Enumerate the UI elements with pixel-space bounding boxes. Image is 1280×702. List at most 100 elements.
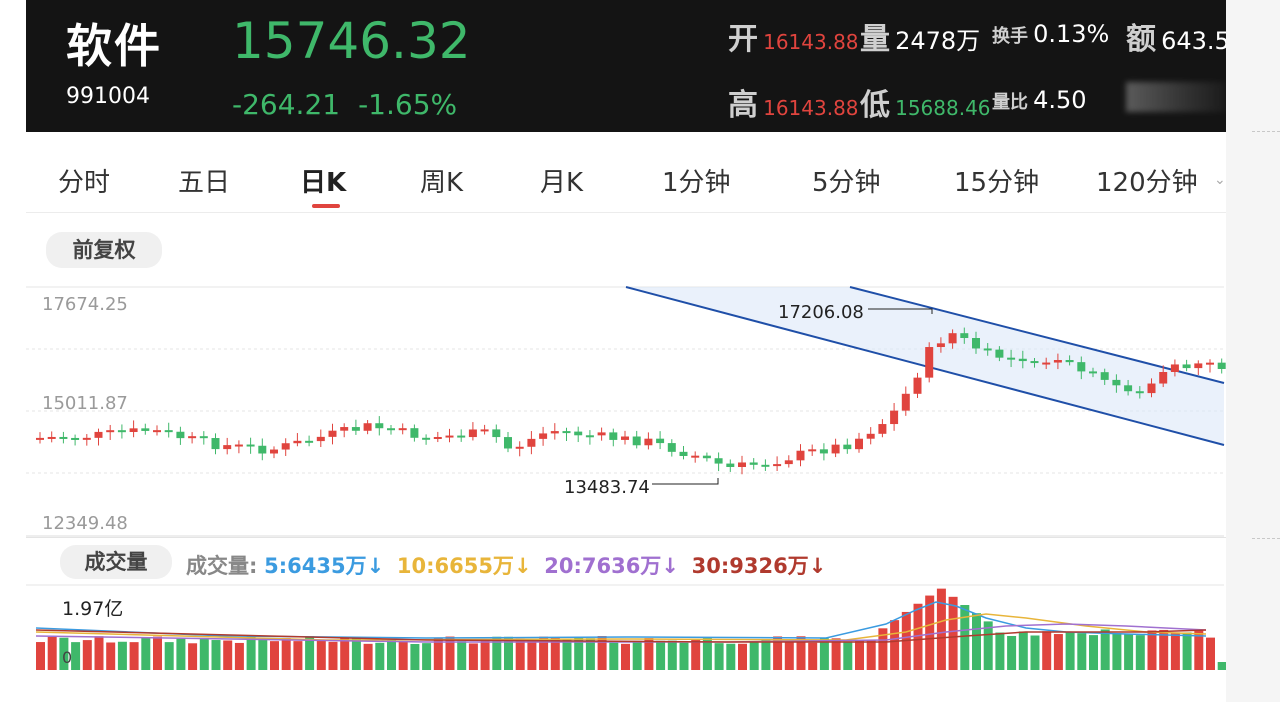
- stat-volume-ratio: 量比 4.50: [992, 86, 1087, 114]
- tab-monthly-k[interactable]: 月K: [540, 168, 584, 198]
- candle-body: [609, 432, 618, 440]
- candle-body: [176, 431, 185, 439]
- volume-bar: [1042, 631, 1052, 670]
- volume-legend-prefix: 成交量:: [186, 554, 258, 578]
- candle-body: [305, 440, 314, 443]
- candle-body: [71, 437, 80, 440]
- tab-intraday[interactable]: 分时: [58, 168, 111, 198]
- volume-indicator-button[interactable]: 成交量: [60, 545, 172, 579]
- volume-bar: [106, 642, 116, 670]
- stat-turnover: 换手 0.13%: [992, 20, 1109, 48]
- adjust-button[interactable]: 前复权: [46, 232, 162, 268]
- candle-body: [234, 444, 243, 447]
- candle-body: [1217, 362, 1226, 369]
- volume-bar: [305, 636, 315, 670]
- quote-header: 软件 991004 15746.32 -264.21 -1.65% 开 16143…: [26, 0, 1226, 132]
- ma10-label: 10:6655万↓: [396, 554, 532, 578]
- volume-bar: [1100, 629, 1110, 670]
- volume-bar: [480, 639, 490, 670]
- candle-body: [574, 431, 583, 436]
- volume-bar: [831, 638, 841, 670]
- candle-body: [1053, 360, 1062, 363]
- volume-bar: [234, 642, 244, 670]
- volume-chart[interactable]: [26, 580, 1226, 672]
- volume-bar: [246, 636, 256, 670]
- tab-1min[interactable]: 1分钟: [662, 168, 731, 198]
- candle-body: [223, 445, 232, 450]
- volume-bar: [1159, 629, 1169, 670]
- candle-body: [340, 427, 349, 431]
- volume-ma20-line: [35, 623, 1207, 643]
- tab-5min[interactable]: 5分钟: [812, 168, 881, 198]
- last-price: 15746.32: [232, 12, 471, 70]
- candle-body: [281, 443, 290, 450]
- candle-body: [597, 432, 606, 436]
- candle-body: [632, 436, 641, 446]
- candle-body: [59, 436, 68, 439]
- volume-bar: [574, 637, 584, 670]
- volume-bar: [749, 642, 759, 670]
- tab-120min[interactable]: 120分钟: [1096, 168, 1198, 198]
- stat-amount: 额 643.5: [1126, 14, 1226, 58]
- volume-bar: [855, 640, 864, 670]
- volume-bar: [47, 636, 57, 670]
- volume-bar: [515, 638, 525, 670]
- volume-bar: [773, 636, 783, 670]
- candle-body: [515, 446, 524, 449]
- volume-bar: [375, 642, 385, 670]
- volratio-value: 4.50: [1033, 86, 1087, 114]
- volume-bar: [609, 642, 619, 670]
- candle-body: [410, 428, 419, 438]
- volume-bar: [1077, 633, 1087, 670]
- tab-15min[interactable]: 15分钟: [954, 168, 1040, 198]
- volume-bar: [1112, 633, 1122, 670]
- candle-body: [761, 464, 770, 467]
- candle-body: [82, 437, 91, 440]
- volume-bar: [948, 596, 958, 670]
- volume-bar: [1147, 630, 1157, 670]
- chevron-down-icon[interactable]: ⌄: [1214, 172, 1226, 188]
- change-value: -264.21: [232, 88, 341, 121]
- candle-body: [504, 437, 512, 449]
- candle-body: [398, 428, 407, 431]
- candle-body: [422, 437, 431, 440]
- volume-label: 量: [860, 22, 890, 57]
- tab-five-day[interactable]: 五日: [178, 168, 231, 198]
- candle-body: [796, 450, 805, 461]
- amount-label: 额: [1126, 22, 1156, 57]
- candle-body: [246, 444, 255, 447]
- candle-body: [1147, 383, 1156, 394]
- volume-bar: [1089, 635, 1098, 670]
- active-tab-indicator: [312, 204, 340, 208]
- volume-bar: [433, 637, 443, 670]
- volume-bar: [890, 620, 900, 670]
- candle-body: [539, 433, 548, 439]
- ma20-label: 20:7636万↓: [544, 554, 679, 578]
- candle-body: [468, 429, 477, 438]
- candle-series: [36, 327, 1226, 475]
- candlestick-chart[interactable]: [26, 280, 1226, 538]
- candle-body: [153, 430, 161, 433]
- volume-bar: [808, 642, 818, 670]
- right-side-panel: [1226, 0, 1280, 702]
- volume-bar: [141, 637, 151, 670]
- tab-weekly-k[interactable]: 周K: [420, 168, 464, 198]
- candle-body: [1018, 358, 1027, 362]
- volume-ma10-line: [35, 613, 1207, 641]
- volume-bar: [492, 636, 502, 670]
- volume-bar: [129, 642, 139, 670]
- volume-bar: [387, 640, 396, 670]
- volume-bar: [960, 605, 970, 670]
- candle-body: [843, 444, 852, 450]
- volume-bar: [878, 628, 888, 670]
- tab-daily-k[interactable]: 日K: [300, 168, 347, 198]
- candle-body: [1159, 372, 1168, 384]
- candle-body: [328, 430, 337, 437]
- volume-bar: [1007, 635, 1017, 670]
- candle-body: [702, 455, 711, 459]
- candle-body: [960, 333, 969, 339]
- candle-body: [913, 377, 922, 394]
- y-axis-bottom-label: 12349.48: [42, 513, 128, 534]
- volume-bar: [621, 643, 630, 670]
- high-marker-line: [868, 308, 933, 314]
